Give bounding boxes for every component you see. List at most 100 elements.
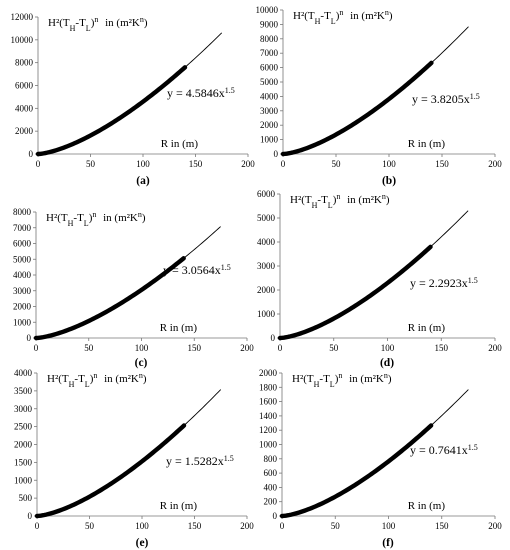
x-tick-label: 0 — [278, 343, 283, 353]
fit-equation-label: y = 3.0564x1.5 — [163, 263, 231, 278]
y-tick-label: 0 — [29, 149, 34, 159]
x-tick-label: 150 — [188, 343, 202, 353]
x-axis-title: R in (m) — [160, 322, 198, 334]
x-tick-label: 50 — [331, 521, 341, 531]
fit-equation-label: y = 4.5846x1.5 — [167, 86, 235, 101]
x-tick-label: 0 — [280, 521, 285, 531]
x-tick-label: 100 — [135, 521, 149, 531]
x-tick-label: 100 — [135, 343, 149, 353]
x-axis-title: R in (m) — [161, 138, 199, 150]
data-series-line — [280, 60, 434, 157]
y-tick-label: 3000 — [13, 286, 32, 296]
y-tick-label: 2000 — [13, 302, 32, 312]
y-tick-label: 8000 — [260, 34, 279, 44]
x-tick-label: 50 — [86, 159, 96, 169]
x-axis-title: R in (m) — [408, 500, 446, 512]
x-tick-label: 150 — [188, 521, 202, 531]
y-axis-title: H²(TH-TL)n in (m²Kn) — [46, 210, 146, 228]
y-tick-label: 6000 — [15, 81, 34, 91]
y-tick-label: 800 — [264, 454, 278, 464]
y-tick-label: 2000 — [14, 440, 33, 450]
y-tick-label: 5000 — [257, 213, 276, 223]
x-axis-title: R in (m) — [408, 138, 446, 150]
fit-equation-label: y = 2.2923x1.5 — [410, 276, 478, 291]
y-tick-label: 8000 — [15, 58, 34, 68]
panel-label: (a) — [136, 175, 150, 187]
panel-label: (c) — [135, 357, 148, 369]
y-tick-label: 1000 — [13, 317, 32, 327]
y-tick-label: 1800 — [259, 382, 278, 392]
x-tick-label: 100 — [382, 521, 396, 531]
y-axis-title: H²(TH-TL)n in (m²Kn) — [48, 15, 148, 33]
y-tick-label: 3500 — [14, 386, 33, 396]
x-tick-label: 50 — [329, 343, 339, 353]
panel-f: 0 200 400 600 800 1000 1200 1400 1600 1800 2000 0 50… — [259, 368, 502, 549]
panel-label: (e) — [136, 537, 149, 549]
y-tick-label: 6000 — [260, 63, 279, 73]
panel-label: (b) — [382, 175, 396, 187]
x-tick-label: 0 — [34, 343, 39, 353]
y-tick-label: 4000 — [260, 91, 279, 101]
panel-label: (d) — [380, 357, 394, 369]
x-tick-label: 50 — [85, 521, 95, 531]
y-tick-label: 400 — [264, 482, 278, 492]
y-tick-label: 1000 — [259, 440, 278, 450]
panel-e: 0 500 1000 1500 2000 2500 3000 3500 4000 0 50 100 15… — [14, 368, 254, 549]
x-tick-label: 100 — [382, 159, 396, 169]
y-tick-label: 2500 — [14, 422, 33, 432]
y-axis-title: H²(TH-TL)n in (m²Kn) — [292, 371, 392, 389]
y-tick-label: 3000 — [260, 106, 279, 116]
y-axis-title: H²(TH-TL)n in (m²Kn) — [290, 192, 390, 210]
data-series-line — [35, 65, 188, 157]
power-fit-trendline — [282, 26, 469, 155]
y-tick-label: 0 — [274, 149, 279, 159]
y-tick-label: 5000 — [260, 77, 279, 87]
panel-b: 0100020003000400050006000700080009000100… — [256, 5, 503, 187]
y-tick-label: 2000 — [259, 368, 278, 378]
x-tick-label: 100 — [136, 159, 150, 169]
panel-d: 0 1000 2000 3000 4000 5000 6000 0 50 100 150 200 H²(… — [257, 189, 502, 369]
panel-c: 0 1000 2000 3000 4000 5000 6000 7000 8000 0 50 100 1… — [13, 207, 254, 369]
y-tick-label: 1200 — [259, 425, 278, 435]
x-tick-label: 0 — [36, 159, 41, 169]
y-axis-title: H²(TH-TL)n in (m²Kn) — [47, 371, 147, 389]
x-tick-label: 150 — [435, 343, 449, 353]
x-tick-label: 150 — [189, 159, 203, 169]
y-tick-label: 2000 — [15, 126, 34, 136]
x-tick-label: 100 — [381, 343, 395, 353]
x-tick-label: 200 — [488, 159, 502, 169]
panel-label: (f) — [382, 537, 394, 549]
y-tick-label: 6000 — [13, 239, 32, 249]
data-series-line — [277, 244, 433, 341]
y-tick-label: 600 — [264, 468, 278, 478]
y-tick-label: 3000 — [14, 404, 33, 414]
fit-equation-label: y = 0.7641x1.5 — [410, 443, 478, 458]
x-tick-label: 150 — [435, 159, 449, 169]
y-tick-label: 0 — [27, 333, 32, 343]
y-tick-label: 0 — [273, 511, 278, 521]
panel-a: 0 2000 4000 6000 8000 10000 12000 0 50 100 150 200 H… — [11, 12, 256, 187]
x-tick-label: 200 — [241, 159, 255, 169]
y-tick-label: 1600 — [259, 397, 278, 407]
y-tick-label: 500 — [19, 493, 33, 503]
y-tick-label: 12000 — [11, 12, 34, 22]
y-axis-title: H²(TH-TL)n in (m²Kn) — [293, 8, 393, 26]
y-tick-label: 1500 — [14, 457, 33, 467]
fit-equation-label: y = 1.5282x1.5 — [166, 454, 234, 469]
x-tick-label: 150 — [435, 521, 449, 531]
y-tick-label: 4000 — [14, 368, 33, 378]
x-axis-title: R in (m) — [408, 322, 446, 334]
x-tick-label: 50 — [332, 159, 342, 169]
y-tick-label: 0 — [28, 511, 33, 521]
y-tick-label: 4000 — [257, 237, 276, 247]
x-axis-title: R in (m) — [160, 500, 198, 512]
x-tick-label: 200 — [488, 521, 502, 531]
y-tick-label: 200 — [264, 497, 278, 507]
y-tick-label: 4000 — [13, 270, 32, 280]
data-series-line — [33, 256, 186, 341]
x-tick-label: 200 — [488, 343, 502, 353]
y-tick-label: 3000 — [257, 261, 276, 271]
y-tick-label: 10000 — [11, 35, 34, 45]
data-series-line — [279, 423, 434, 519]
